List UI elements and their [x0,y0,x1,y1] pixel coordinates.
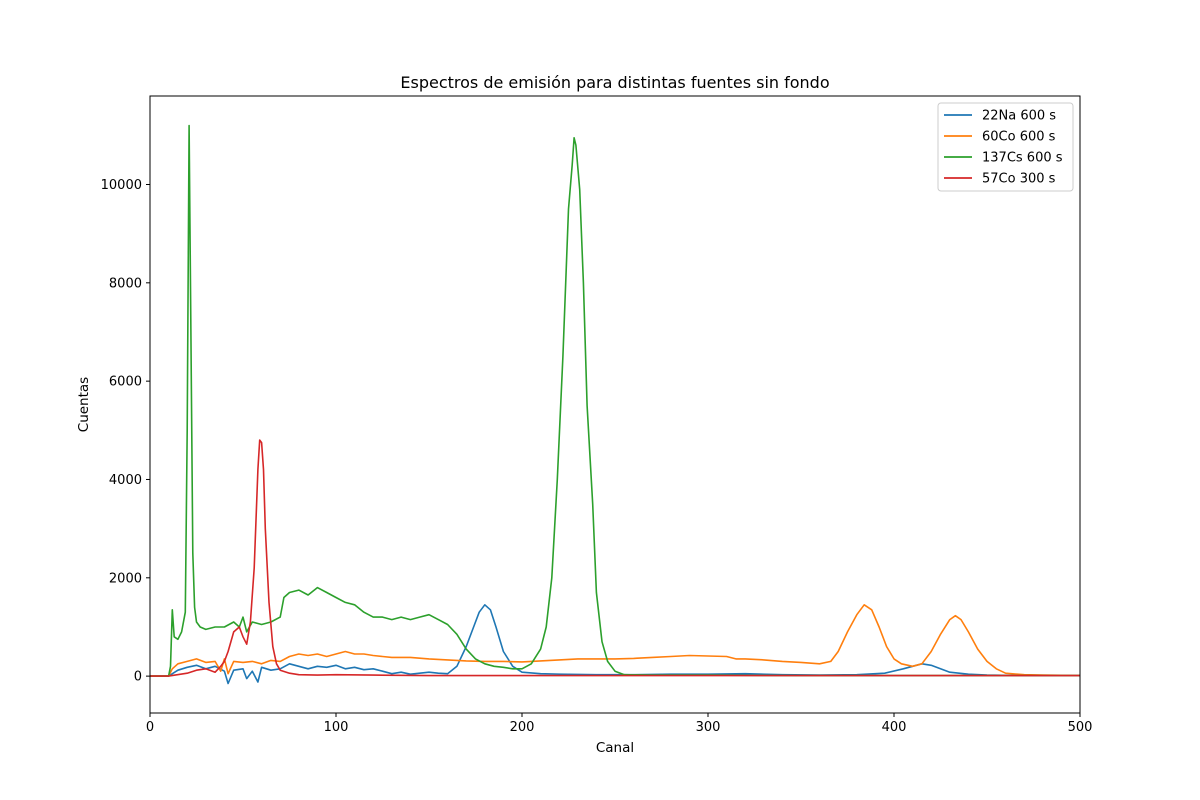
series-line-0 [150,604,1080,685]
y-tick-label-1: 2000 [109,571,142,586]
y-tick-label-4: 8000 [109,276,142,291]
series-line-2 [150,124,1080,677]
y-tick-label-3: 6000 [109,375,142,390]
legend-label-1: 60Co 600 s [982,130,1056,145]
plot-frame [149,95,1081,714]
legend-box [937,102,1074,192]
x-axis: 0 100 200 300 400 500 [146,713,1093,735]
legend: 22Na 600 s 60Co 600 s 137Cs 600 s 57Co 300 … [937,102,1074,192]
y-tick-label-5: 10000 [101,178,142,193]
y-tick-label-2: 4000 [109,473,142,488]
x-tick-label-1: 100 [324,720,349,735]
legend-label-3: 57Co 300 s [982,172,1056,187]
series-line-1 [150,604,1080,677]
legend-label-2: 137Cs 600 s [982,151,1063,166]
series-layer [150,124,1080,685]
x-tick-label-3: 300 [696,720,721,735]
y-axis: 0 2000 4000 6000 8000 10000 [101,178,150,685]
x-axis-label: Canal [596,740,634,756]
chart-title: Espectros de emisión para distintas fuen… [400,73,829,92]
x-tick-label-0: 0 [146,720,154,735]
legend-label-0: 22Na 600 s [982,109,1056,124]
x-tick-label-2: 200 [510,720,535,735]
x-tick-label-4: 400 [882,720,907,735]
y-tick-label-0: 0 [134,670,142,685]
series-line-3 [150,439,1080,677]
y-axis-label: Cuentas [76,377,92,432]
x-tick-label-5: 500 [1068,720,1093,735]
